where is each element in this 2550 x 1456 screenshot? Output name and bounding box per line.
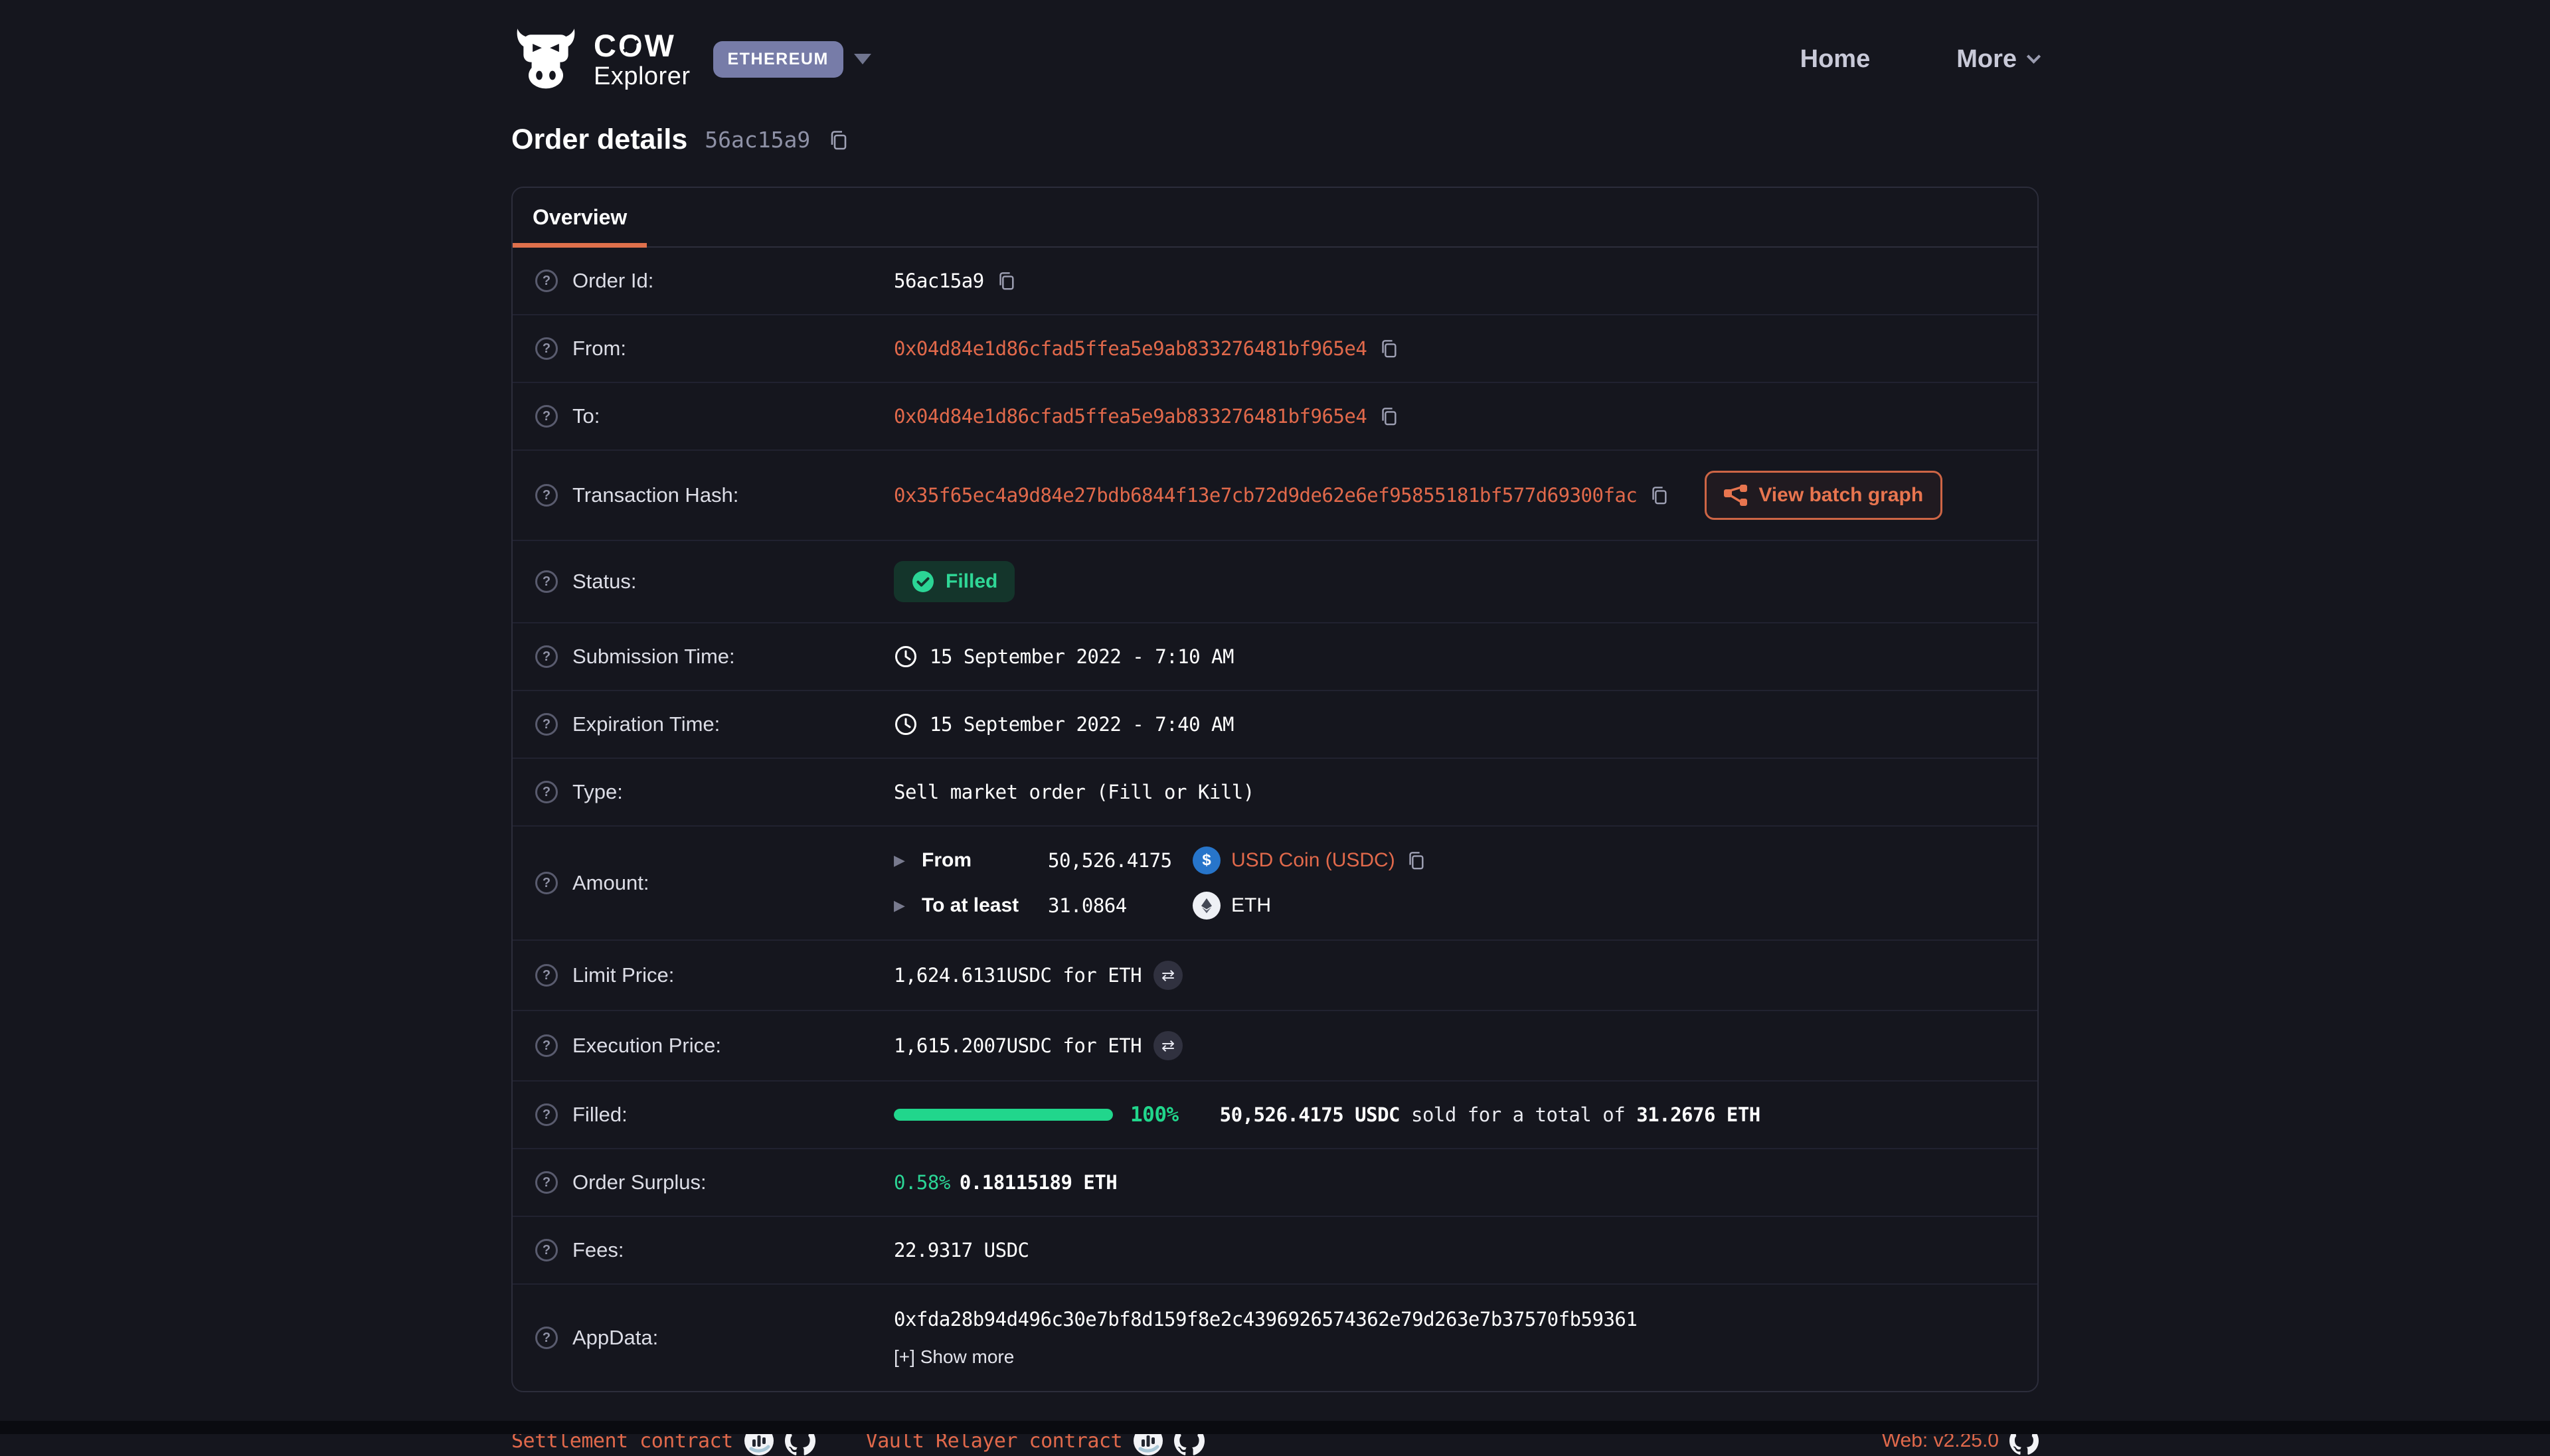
help-icon[interactable]: ? <box>535 1327 558 1349</box>
copy-icon[interactable] <box>1649 485 1669 506</box>
help-icon[interactable]: ? <box>535 645 558 668</box>
header: COW Explorer ETHEREUM Home More <box>511 23 2041 96</box>
filled-summary: 50,526.4175 USDC sold for a total of 31.… <box>1219 1103 1761 1126</box>
chevron-down-icon <box>2026 49 2041 64</box>
amount-from-value: 50,526.4175 <box>1048 849 1172 872</box>
page-title-row: Order details 56ac15a9 <box>511 123 2039 156</box>
swap-icon[interactable]: ⇄ <box>1153 961 1183 990</box>
row-limit-price: ? Limit Price: 1,624.6131USDC for ETH ⇄ <box>513 941 2037 1011</box>
expiration-time-value: 15 September 2022 - 7:40 AM <box>930 713 1234 736</box>
amount-to-line: ▶ To at least 31.0864 ETH <box>894 892 1426 920</box>
help-icon[interactable]: ? <box>535 872 558 894</box>
view-batch-graph-button[interactable]: View batch graph <box>1705 471 1943 520</box>
copy-icon[interactable] <box>1379 338 1399 359</box>
swap-icon[interactable]: ⇄ <box>1153 1031 1183 1060</box>
brand-subtitle: Explorer <box>594 62 691 90</box>
copy-icon[interactable] <box>1406 850 1426 871</box>
execution-price-value: 1,615.2007USDC for ETH <box>894 1034 1142 1057</box>
status-badge: Filled <box>894 561 1015 602</box>
fees-value: 22.9317 USDC <box>894 1239 1029 1261</box>
order-short-id: 56ac15a9 <box>705 127 811 153</box>
cow-logo-icon <box>517 29 575 89</box>
main-nav: Home More <box>1800 44 2041 74</box>
limit-price-value: 1,624.6131USDC for ETH <box>894 964 1142 987</box>
check-circle-icon <box>912 571 934 592</box>
surplus-percent: 0.58% <box>894 1171 950 1194</box>
filled-percent: 100% <box>1130 1103 1179 1127</box>
eth-token-label: ETH <box>1231 894 1271 916</box>
network-selector[interactable]: ETHEREUM <box>713 40 871 78</box>
eth-token-icon <box>1193 892 1221 920</box>
appdata-show-more[interactable]: [+] Show more <box>894 1346 1015 1367</box>
clock-icon <box>895 714 916 735</box>
row-status: ? Status: Filled <box>513 541 2037 623</box>
order-details-card: Overview ? Order Id: 56ac15a9 ? From: 0x04… <box>511 187 2039 1392</box>
row-amount: ? Amount: ▶ From 50,526.4175 $ USD Coin (… <box>513 827 2037 941</box>
row-tx-hash: ? Transaction Hash: 0x35f65ec4a9d84e27bdb… <box>513 451 2037 541</box>
help-icon[interactable]: ? <box>535 484 558 507</box>
help-icon[interactable]: ? <box>535 405 558 428</box>
row-fees: ? Fees: 22.9317 USDC <box>513 1217 2037 1285</box>
caret-down-icon[interactable] <box>853 54 871 64</box>
row-appdata: ? AppData: 0xfda28b94d496c30e7bf8d159f8e2… <box>513 1285 2037 1391</box>
help-icon[interactable]: ? <box>535 570 558 593</box>
row-from: ? From: 0x04d84e1d86cfad5ffea5e9ab8332764… <box>513 315 2037 383</box>
triangle-marker-icon: ▶ <box>894 852 905 868</box>
row-submission-time: ? Submission Time: 15 September 2022 - 7:… <box>513 623 2037 691</box>
nav-home[interactable]: Home <box>1800 44 1871 73</box>
help-icon[interactable]: ? <box>535 337 558 360</box>
tab-overview[interactable]: Overview <box>513 188 647 248</box>
window-bottom-edge <box>0 1421 2550 1434</box>
row-execution-price: ? Execution Price: 1,615.2007USDC for ETH… <box>513 1011 2037 1082</box>
batch-graph-icon <box>1724 485 1748 506</box>
surplus-amount: 0.18115189 ETH <box>959 1171 1118 1194</box>
appdata-hash: 0xfda28b94d496c30e7bf8d159f8e2c439692657… <box>894 1308 1638 1331</box>
row-type: ? Type: Sell market order (Fill or Kill) <box>513 759 2037 827</box>
copy-icon[interactable] <box>1379 406 1399 427</box>
triangle-marker-icon: ▶ <box>894 897 905 914</box>
usdc-token-icon: $ <box>1193 847 1221 874</box>
help-icon[interactable]: ? <box>535 1171 558 1194</box>
brand-name: COW <box>594 27 676 63</box>
from-address-link[interactable]: 0x04d84e1d86cfad5ffea5e9ab833276481bf965… <box>894 337 1367 360</box>
clock-icon <box>895 646 916 667</box>
usdc-token-link[interactable]: USD Coin (USDC) <box>1231 849 1395 871</box>
help-icon[interactable]: ? <box>535 1239 558 1261</box>
help-icon[interactable]: ? <box>535 270 558 292</box>
row-order-surplus: ? Order Surplus: 0.58% 0.18115189 ETH <box>513 1149 2037 1217</box>
amount-from-line: ▶ From 50,526.4175 $ USD Coin (USDC) <box>894 847 1426 874</box>
help-icon[interactable]: ? <box>535 713 558 736</box>
help-icon[interactable]: ? <box>535 964 558 987</box>
help-icon[interactable]: ? <box>535 781 558 803</box>
tx-hash-link[interactable]: 0x35f65ec4a9d84e27bdb6844f13e7cb72d9de62… <box>894 484 1638 507</box>
submission-time-value: 15 September 2022 - 7:10 AM <box>930 645 1234 668</box>
row-filled: ? Filled: 100% 50,526.4175 USDC sold for … <box>513 1082 2037 1149</box>
copy-icon[interactable] <box>996 270 1016 291</box>
page-title: Order details <box>511 123 688 155</box>
help-icon[interactable]: ? <box>535 1034 558 1057</box>
row-to: ? To: 0x04d84e1d86cfad5ffea5e9ab833276481… <box>513 383 2037 451</box>
help-icon[interactable]: ? <box>535 1103 558 1126</box>
nav-more[interactable]: More <box>1956 45 2041 74</box>
amount-to-value: 31.0864 <box>1048 894 1127 917</box>
order-type-value: Sell market order (Fill or Kill) <box>894 781 1254 803</box>
order-id-value: 56ac15a9 <box>894 270 984 292</box>
row-order-id: ? Order Id: 56ac15a9 <box>513 248 2037 315</box>
network-badge[interactable]: ETHEREUM <box>713 40 843 78</box>
copy-icon[interactable] <box>827 129 849 151</box>
brand-logo[interactable]: COW Explorer <box>511 29 691 90</box>
filled-progress-bar <box>894 1109 1113 1121</box>
tabbar: Overview <box>513 188 2037 248</box>
page-content: COW Explorer ETHEREUM Home More Order de… <box>511 0 2041 1456</box>
to-address-link[interactable]: 0x04d84e1d86cfad5ffea5e9ab833276481bf965… <box>894 405 1367 428</box>
row-expiration-time: ? Expiration Time: 15 September 2022 - 7:… <box>513 691 2037 759</box>
